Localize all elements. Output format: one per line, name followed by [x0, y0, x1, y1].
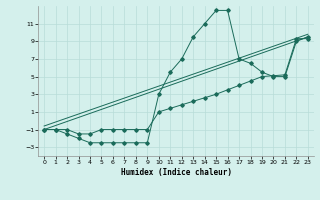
X-axis label: Humidex (Indice chaleur): Humidex (Indice chaleur) — [121, 168, 231, 177]
